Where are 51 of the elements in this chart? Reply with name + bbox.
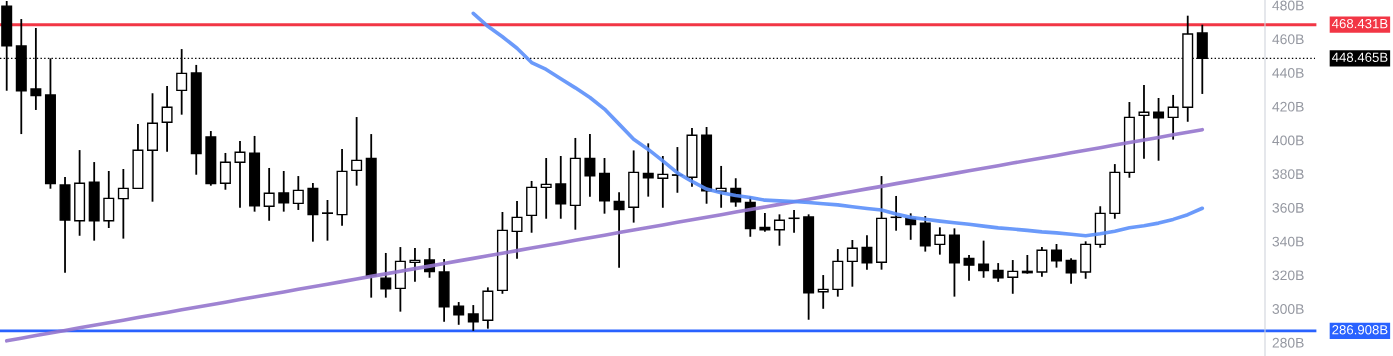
candlestick — [613, 191, 625, 269]
candlestick — [511, 200, 523, 260]
candlestick — [467, 304, 479, 332]
y-tick-label: 460B — [1272, 34, 1304, 45]
candlestick — [351, 116, 363, 187]
y-tick-label: 400B — [1272, 135, 1304, 146]
candlestick — [103, 170, 115, 229]
y-tick-label: 380B — [1272, 169, 1304, 180]
candlestick — [263, 167, 275, 222]
candlestick — [584, 133, 596, 198]
ref-line-label: 468.431B — [1331, 18, 1388, 29]
candlestick — [292, 175, 304, 211]
candlestick — [161, 85, 173, 153]
ref-line-label: 286.908B — [1332, 325, 1388, 335]
candlestick — [1167, 94, 1179, 141]
candlestick — [117, 168, 129, 240]
candlestick — [919, 215, 931, 253]
candlestick — [773, 213, 785, 247]
candlestick — [861, 234, 873, 271]
y-tick-label: 420B — [1272, 101, 1304, 112]
candlestick — [963, 254, 975, 282]
y-tick-label: 320B — [1272, 270, 1304, 281]
y-tick-label: 480B — [1272, 0, 1304, 11]
candlestick — [657, 155, 669, 209]
candlestick — [555, 155, 567, 220]
candlestick — [321, 199, 333, 242]
candlestick — [380, 252, 392, 299]
candlestick — [1138, 84, 1150, 160]
y-tick-label: 280B — [1272, 337, 1304, 348]
candlestick — [1036, 246, 1048, 278]
candlestick — [540, 157, 552, 220]
candlestick — [234, 140, 246, 209]
candlestick — [1065, 257, 1077, 285]
candlestick — [1050, 243, 1063, 269]
y-tick-label: 360B — [1272, 202, 1304, 213]
candlestick — [453, 301, 465, 326]
ref-line-label: 448.465B — [1331, 52, 1388, 62]
candlestick — [1007, 259, 1019, 295]
y-tick-label: 440B — [1272, 68, 1304, 78]
candlestick — [409, 247, 421, 283]
candlestick — [978, 239, 990, 279]
line-series — [471, 11, 1205, 238]
candlestick — [934, 226, 946, 256]
candlestick — [219, 152, 231, 191]
candlestick — [992, 262, 1004, 283]
candlestick — [846, 239, 858, 288]
line-series — [4, 127, 1205, 343]
candlestick — [1153, 97, 1165, 162]
candlestick — [278, 170, 290, 213]
y-tick-label: 340B — [1272, 236, 1304, 247]
y-tick-label: 300B — [1272, 304, 1304, 314]
